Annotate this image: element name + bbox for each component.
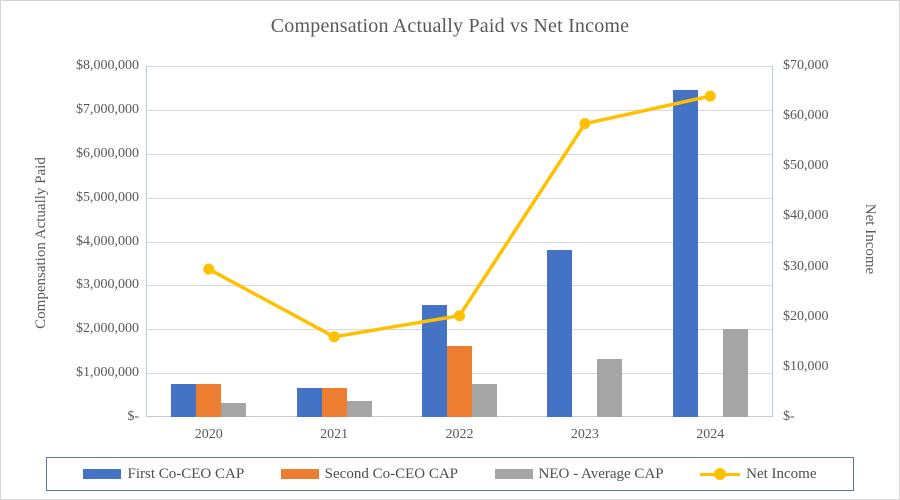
net-income-marker-2020 [203,263,215,275]
bar-first-co-ceo-cap-2021 [296,387,322,417]
category-label-2020: 2020 [194,427,223,442]
net-income-marker-2021 [328,331,340,343]
bar-neo-average-cap-2023 [597,358,623,417]
right-tick-label: $40,000 [783,208,829,224]
left-tick-label: $5,000,000 [76,189,139,205]
left-tick-label: $2,000,000 [76,321,139,337]
gridline [146,153,773,155]
gridline [146,241,773,243]
legend-bar-swatch-icon [83,469,122,479]
bar-neo-average-cap-2024 [722,329,748,417]
right-tick-label: $20,000 [783,308,829,324]
bar-first-co-ceo-cap-2020 [171,383,197,417]
chart-title: Compensation Actually Paid vs Net Income [270,15,630,37]
left-tick-label: $4,000,000 [76,233,139,249]
right-tick-label: $60,000 [783,108,829,124]
x-axis-labels: 2020 2021 2022 2023 2024 [146,427,773,447]
legend-marker-icon [714,468,727,480]
left-tick-label: $6,000,000 [76,145,139,161]
right-tick-label: $70,000 [783,58,829,73]
legend-bar-swatch-icon [494,469,533,479]
legend-item-net-income: Net Income [700,465,817,483]
gridline [146,66,773,67]
left-tick-label: $7,000,000 [76,101,139,117]
bar-first-co-ceo-cap-2022 [422,305,447,417]
legend-item-neo-average-cap: NEO - Average CAP [494,465,664,483]
legend-bar-swatch-icon [280,469,319,479]
net-income-marker-2023 [579,118,591,130]
legend-line-swatch-icon [700,468,741,480]
net-income-line [207,94,711,339]
left-tick-label: $8,000,000 [76,58,139,73]
legend-label: First Co-CEO CAP [127,465,245,482]
right-tick-label: $10,000 [783,358,829,374]
bar-first-co-ceo-cap-2023 [547,250,573,417]
bar-second-co-ceo-cap-2020 [196,383,222,417]
bar-second-co-ceo-cap-2022 [447,346,472,417]
gridline [146,329,773,331]
category-label-2023: 2023 [570,427,599,442]
net-income-marker-2022 [454,310,465,322]
right-tick-label: $50,000 [783,158,829,174]
left-axis-tick-labels: $8,000,000 $7,000,000 $6,000,000 $5,000,000… [41,58,139,424]
legend-label: Second Co-CEO CAP [324,465,459,482]
category-label-2021: 2021 [320,427,349,442]
left-tick-label: $1,000,000 [76,365,139,381]
category-label-2024: 2024 [696,427,725,442]
bar-neo-average-cap-2021 [346,401,372,417]
bar-neo-average-cap-2022 [472,384,497,417]
bar-neo-average-cap-2020 [221,402,247,417]
left-tick-label: $- [127,409,139,424]
right-axis-tick-labels: $70,000 $60,000 $50,000 $40,000 $30,000 $20,0… [783,58,863,424]
gridline [146,197,773,199]
bar-second-co-ceo-cap-2021 [321,387,347,417]
gridline [146,109,773,111]
net-income-line-series [203,90,716,343]
right-tick-label: $- [783,409,795,424]
category-label-2022: 2022 [445,427,474,442]
left-tick-label: $3,000,000 [76,277,139,293]
right-tick-label: $30,000 [783,258,829,274]
chart-legend: First Co-CEO CAP Second Co-CEO CAP NEO - A… [46,457,854,491]
legend-item-first-co-ceo-cap: First Co-CEO CAP [83,466,244,483]
net-income-marker-2024 [704,90,716,102]
plot-area [146,66,773,417]
bar-first-co-ceo-cap-2024 [672,90,698,417]
legend-item-second-co-ceo-cap: Second Co-CEO CAP [280,465,459,483]
legend-label: Net Income [746,465,817,482]
legend-label: NEO - Average CAP [538,465,664,482]
gridline [146,285,773,287]
